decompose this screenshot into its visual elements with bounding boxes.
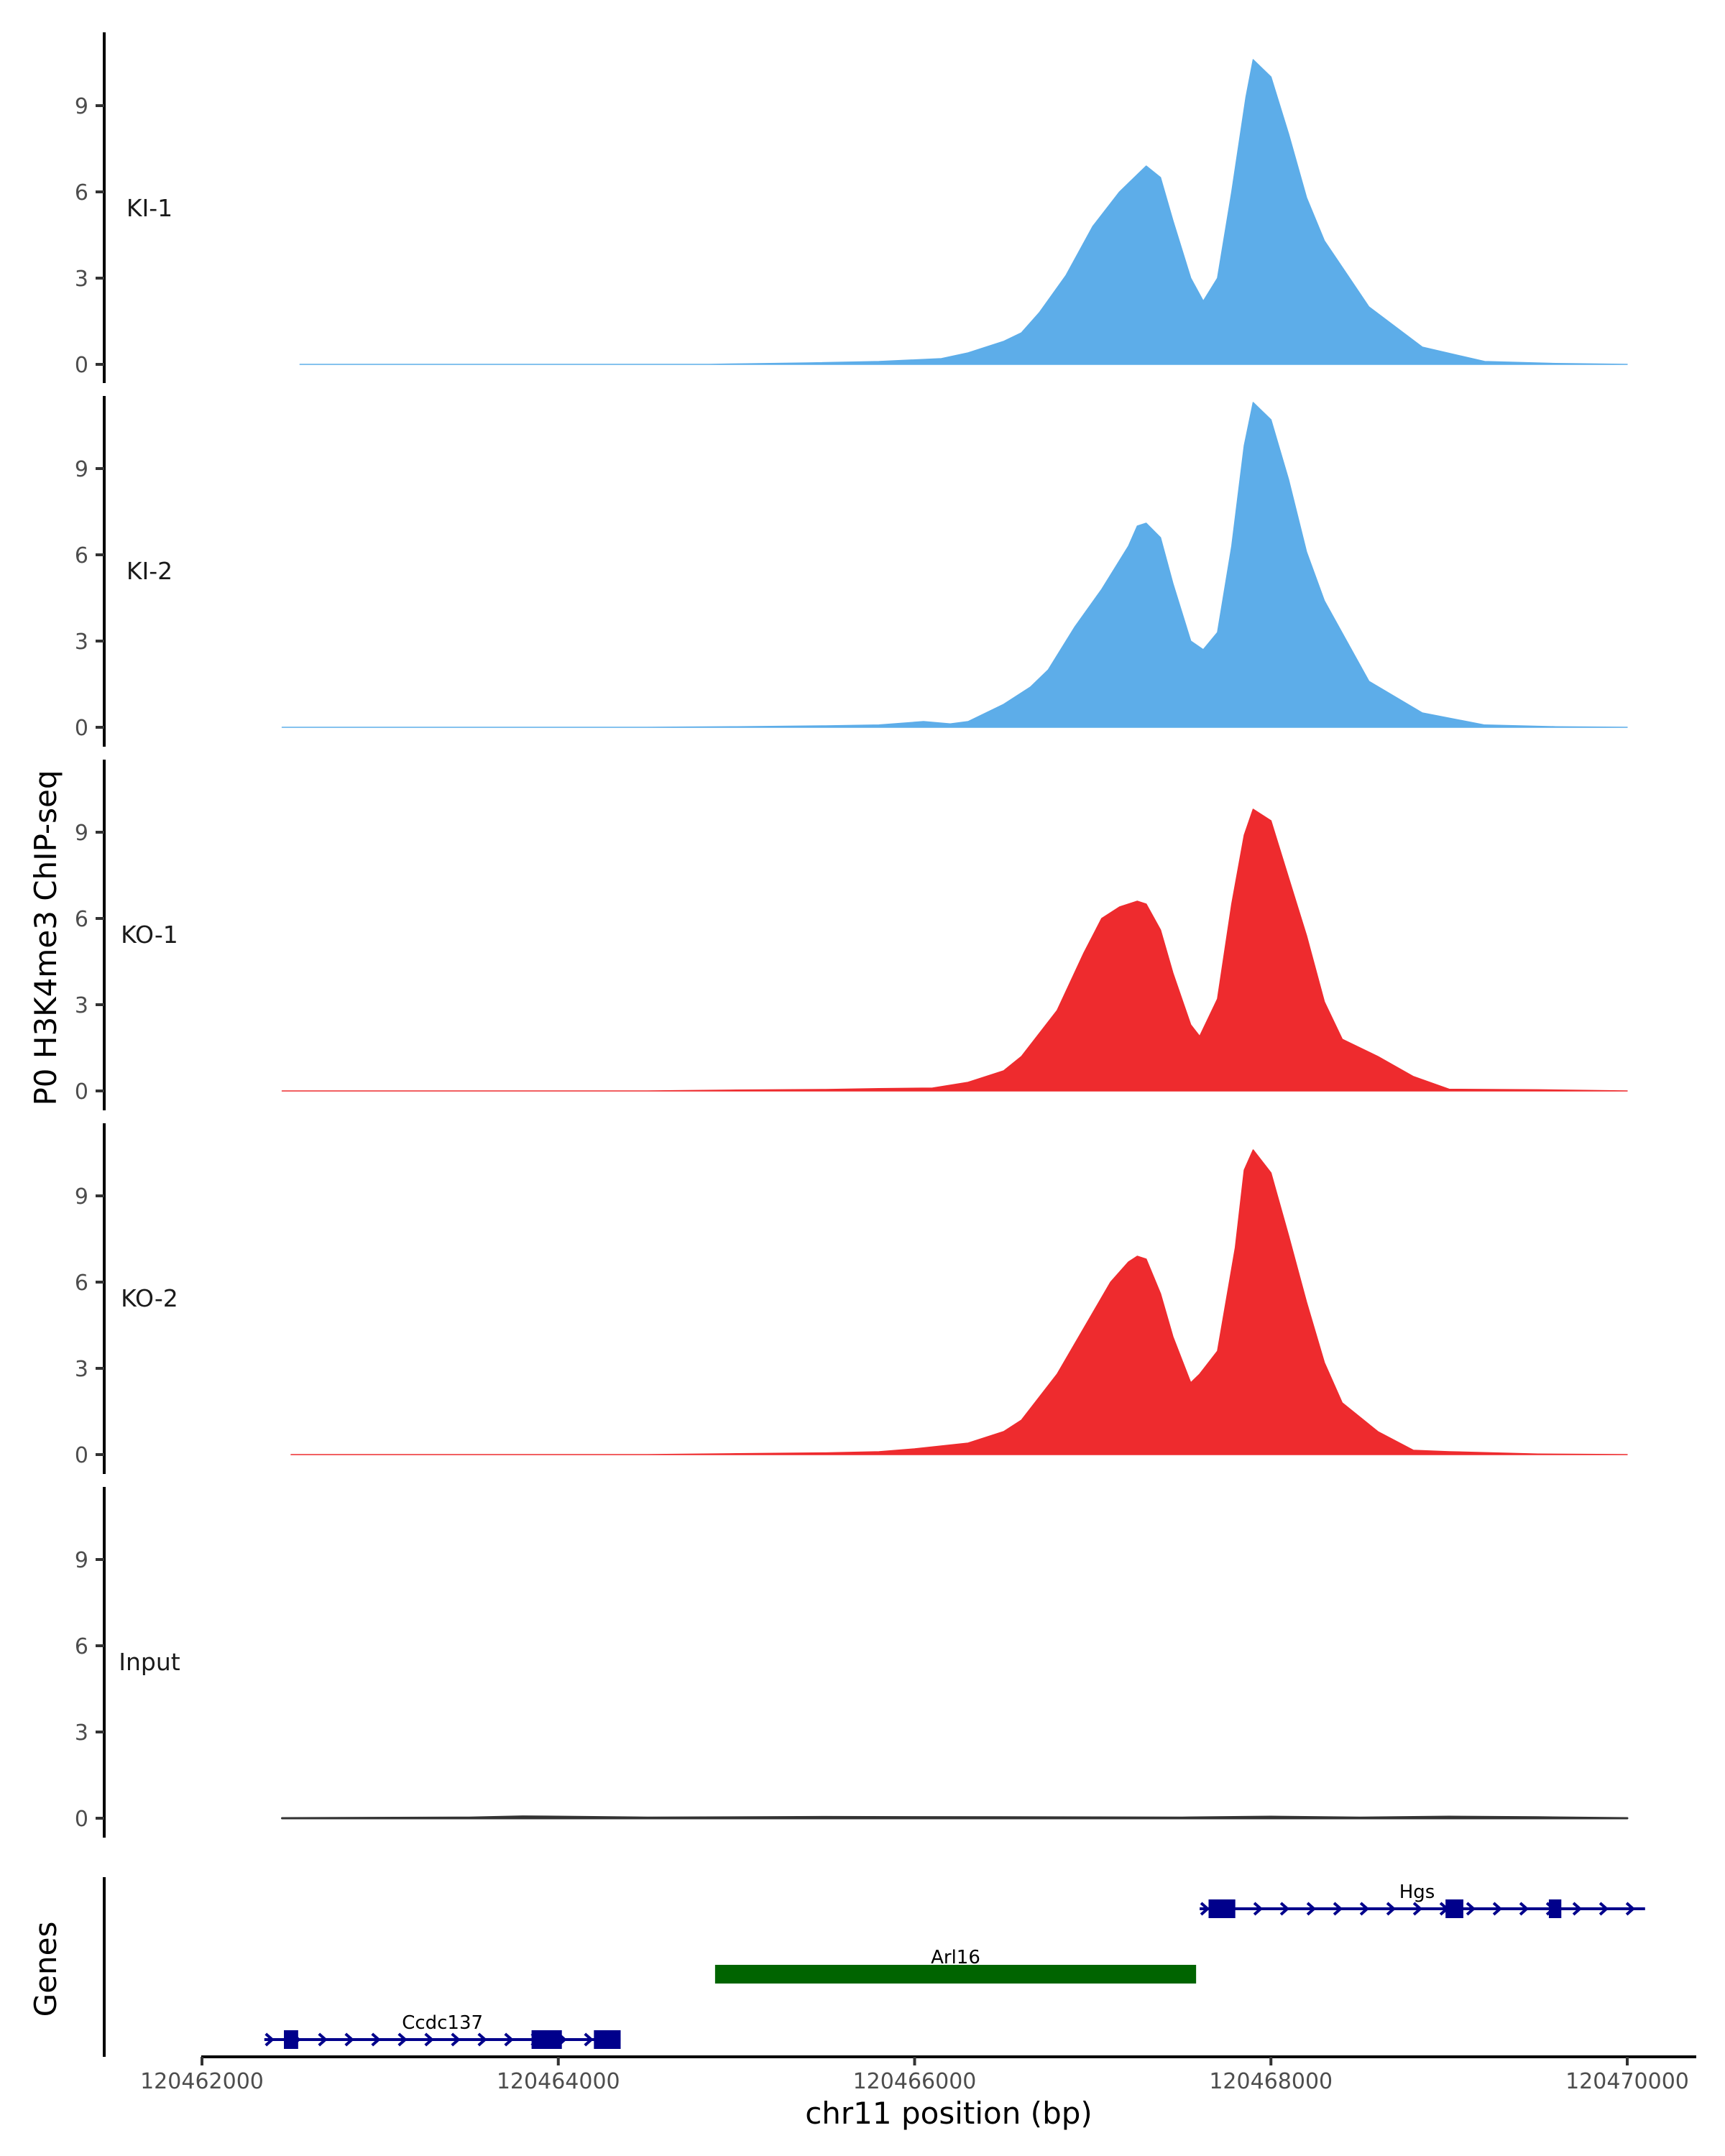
y-tick-label: 9 [75, 457, 88, 482]
y-axis-title: P0 H3K4me3 ChIP-seq [28, 770, 63, 1105]
strand-arrow [1386, 1902, 1397, 1916]
strand-arrow [344, 2032, 354, 2047]
gene-exon [1208, 1899, 1236, 1918]
gene-exon [1548, 1899, 1562, 1918]
strand-arrow [1492, 1902, 1503, 1916]
y-tick-label: 9 [75, 1548, 88, 1573]
y-tick-label: 6 [75, 907, 88, 932]
coverage-tracks: 0 3 6 9 KI-1 0 3 6 9 KI-2 0 3 6 9 KO-1 0 3 6 9 KO-2 0 3 6 9 Inpu… [75, 32, 1629, 1838]
y-tick-label: 9 [75, 94, 88, 119]
strand-arrow [1279, 1902, 1290, 1916]
strand-arrow [1572, 1902, 1583, 1916]
track-label: KO-2 [121, 1284, 178, 1312]
y-tick-label: 3 [75, 1357, 88, 1382]
x-tick-label: 120462000 [140, 2069, 264, 2094]
y-tick-label: 6 [75, 543, 88, 568]
strand-arrow [318, 2032, 328, 2047]
gene-body [714, 1965, 1197, 1984]
strand-arrow [1625, 1902, 1636, 1916]
track-ko-1: 0 3 6 9 KO-1 [75, 760, 1628, 1110]
strand-arrow [1598, 1902, 1609, 1916]
y-tick-label: 0 [75, 353, 88, 378]
x-tick-label: 120466000 [853, 2069, 977, 2094]
x-tick-label: 120464000 [497, 2069, 620, 2094]
strand-arrow [1253, 1902, 1264, 1916]
y-tick-label: 6 [75, 1634, 88, 1659]
gene-exon [1445, 1899, 1463, 1918]
coverage-area [281, 808, 1628, 1092]
strand-arrow [424, 2032, 434, 2047]
track-label: KI-2 [126, 557, 172, 585]
strand-arrow [1519, 1902, 1530, 1916]
strand-arrow [1306, 1902, 1317, 1916]
strand-arrow [584, 2032, 594, 2047]
gene-exon [594, 2030, 621, 2049]
coverage-area [299, 59, 1628, 365]
coverage-area [290, 1149, 1628, 1455]
gene-label: Ccdc137 [402, 2012, 483, 2034]
track-label: Input [119, 1648, 180, 1676]
x-tick-label: 120468000 [1209, 2069, 1333, 2094]
y-tick-label: 6 [75, 1271, 88, 1296]
gene-arl16: Arl16 [714, 1947, 1197, 1984]
y-tick-label: 0 [75, 1443, 88, 1468]
coverage-area [281, 1815, 1629, 1820]
track-label: KI-1 [126, 194, 172, 222]
y-tick-label: 3 [75, 267, 88, 292]
strand-arrow [371, 2032, 381, 2047]
gene-exon [284, 2030, 298, 2049]
track-label: KO-1 [121, 921, 178, 949]
track-ki-1: 0 3 6 9 KI-1 [75, 32, 1628, 383]
strand-arrow [1200, 1902, 1210, 1916]
x-axis-title: chr11 position (bp) [805, 2096, 1092, 2131]
track-ko-2: 0 3 6 9 KO-2 [75, 1123, 1628, 1474]
coverage-area [281, 402, 1628, 728]
strand-arrow [477, 2032, 487, 2047]
y-tick-label: 0 [75, 1807, 88, 1832]
strand-arrow [1466, 1902, 1476, 1916]
strand-arrow [504, 2032, 514, 2047]
strand-arrow [1333, 1902, 1343, 1916]
gene-ccdc137: Ccdc137 [264, 2012, 621, 2049]
strand-arrow [397, 2032, 408, 2047]
y-tick-label: 0 [75, 716, 88, 741]
y-tick-label: 3 [75, 630, 88, 655]
x-axis: 120462000 120464000 120466000 120468000 1204… [140, 2055, 1696, 2094]
gene-label: Arl16 [931, 1947, 980, 1968]
gene-exon [531, 2030, 562, 2049]
track-input: 0 3 6 9 Input [75, 1487, 1629, 1838]
y-tick-label: 3 [75, 1720, 88, 1746]
gene-annotation-track: Genes Ccdc137 Arl16 Hgs [28, 1877, 1645, 2057]
strand-arrow [264, 2032, 275, 2047]
strand-arrow [1412, 1902, 1423, 1916]
y-tick-label: 9 [75, 821, 88, 846]
gene-hgs: Hgs [1200, 1881, 1645, 1918]
y-tick-label: 0 [75, 1079, 88, 1105]
y-tick-label: 9 [75, 1184, 88, 1210]
y-tick-label: 6 [75, 180, 88, 206]
genes-track-title: Genes [28, 1922, 63, 2017]
y-tick-label: 3 [75, 993, 88, 1018]
strand-arrow [451, 2032, 461, 2047]
gene-label: Hgs [1399, 1881, 1435, 1903]
x-tick-label: 120470000 [1565, 2069, 1689, 2094]
track-ki-2: 0 3 6 9 KI-2 [75, 396, 1628, 747]
strand-arrow [1359, 1902, 1370, 1916]
